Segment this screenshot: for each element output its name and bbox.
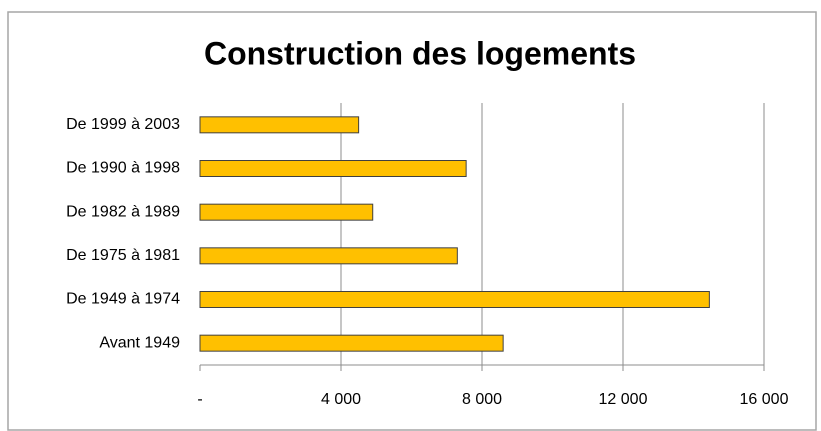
bar [199, 334, 504, 352]
chart-title: Construction des logements [204, 35, 636, 71]
bar [199, 291, 710, 308]
x-tick-label: 8 000 [462, 391, 502, 408]
bar [199, 203, 374, 221]
bar [199, 160, 467, 177]
y-tick-label: Avant 1949 [99, 334, 180, 351]
bar [199, 247, 458, 265]
x-tick-label: 4 000 [321, 391, 361, 408]
y-tick-label: De 1982 à 1989 [66, 203, 180, 220]
y-tick-label: De 1990 à 1998 [66, 160, 180, 177]
x-tick-label: 16 000 [740, 391, 789, 408]
y-tick-label: De 1975 à 1981 [66, 247, 180, 264]
bar [199, 116, 360, 134]
x-tick-label: 12 000 [599, 391, 648, 408]
y-tick-label: De 1949 à 1974 [66, 291, 180, 308]
x-tick-label: - [197, 391, 202, 408]
y-tick-label: De 1999 à 2003 [66, 116, 180, 133]
chart-frame [7, 11, 817, 431]
